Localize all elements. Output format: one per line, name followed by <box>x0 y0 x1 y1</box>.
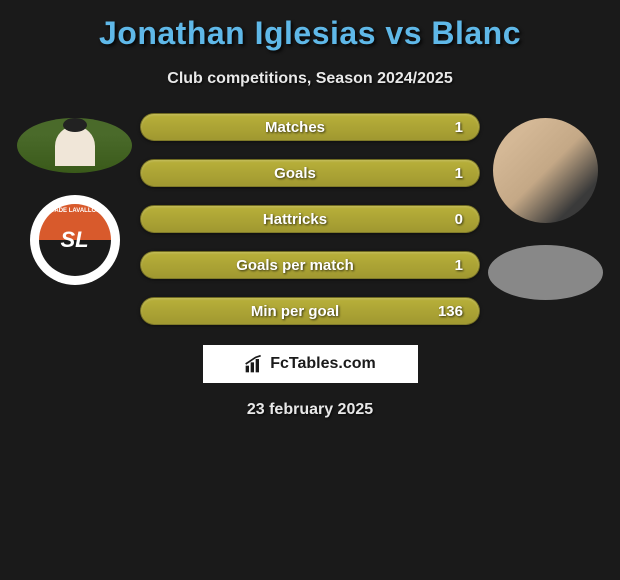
stat-label: Hattricks <box>157 211 433 228</box>
stat-bar-hattricks: Hattricks 0 <box>140 205 480 233</box>
logo-top-text: STADE LAVALLOIS <box>47 208 102 214</box>
stat-label: Goals per match <box>157 257 433 274</box>
content-row: STADE LAVALLOIS SL Matches 1 Goals 1 Hat… <box>0 113 620 325</box>
right-column <box>488 113 603 300</box>
stat-bar-goals: Goals 1 <box>140 159 480 187</box>
stat-label: Matches <box>157 119 433 136</box>
logo-main-text: SL <box>60 227 88 253</box>
club-logo-right <box>488 245 603 300</box>
main-container: Jonathan Iglesias vs Blanc Club competit… <box>0 0 620 429</box>
stat-bar-matches: Matches 1 <box>140 113 480 141</box>
stat-bar-mpg: Min per goal 136 <box>140 297 480 325</box>
stat-label: Min per goal <box>157 303 433 320</box>
stats-column: Matches 1 Goals 1 Hattricks 0 Goals per … <box>140 113 480 325</box>
brand-text: FcTables.com <box>270 355 376 373</box>
player1-avatar <box>17 118 132 173</box>
page-title: Jonathan Iglesias vs Blanc <box>0 15 620 52</box>
stat-value: 1 <box>433 119 463 136</box>
left-column: STADE LAVALLOIS SL <box>17 113 132 285</box>
footer-date: 23 february 2025 <box>0 401 620 419</box>
stat-bar-gpm: Goals per match 1 <box>140 251 480 279</box>
stat-value: 1 <box>433 165 463 182</box>
subtitle: Club competitions, Season 2024/2025 <box>0 70 620 88</box>
player2-avatar <box>493 118 598 223</box>
branding-box: FcTables.com <box>203 345 418 383</box>
stat-value: 136 <box>433 303 463 320</box>
stat-label: Goals <box>157 165 433 182</box>
chart-icon <box>244 354 264 374</box>
stat-value: 1 <box>433 257 463 274</box>
club-logo-left: STADE LAVALLOIS SL <box>30 195 120 285</box>
stat-value: 0 <box>433 211 463 228</box>
